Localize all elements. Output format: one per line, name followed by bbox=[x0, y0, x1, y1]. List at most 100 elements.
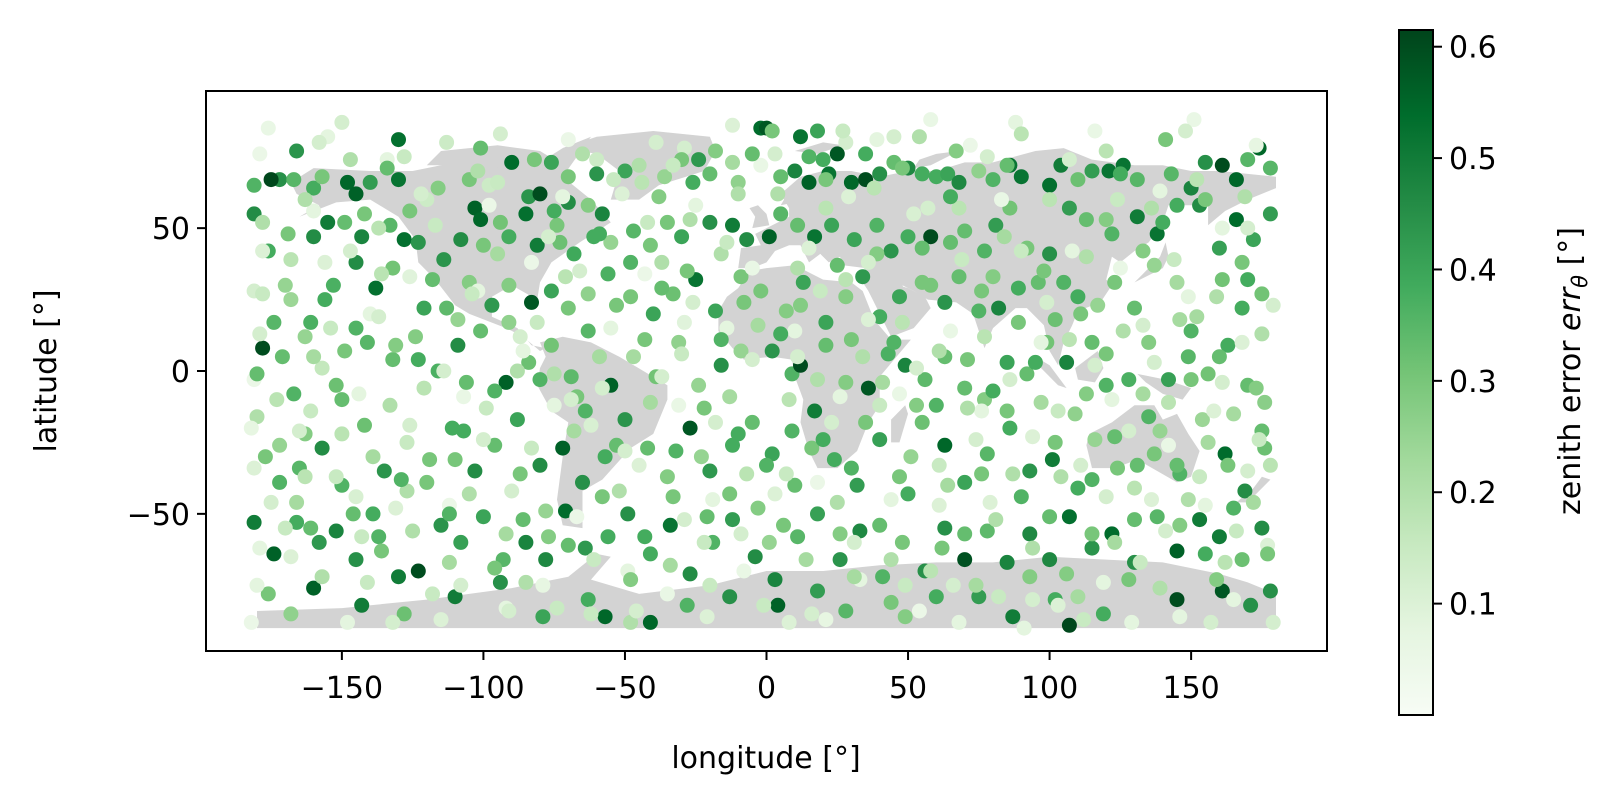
data-point bbox=[289, 514, 305, 530]
data-point bbox=[810, 123, 825, 139]
data-point bbox=[654, 280, 670, 296]
data-point bbox=[430, 180, 446, 196]
data-point bbox=[1008, 114, 1024, 130]
data-point bbox=[691, 152, 707, 168]
data-point bbox=[1265, 614, 1281, 630]
data-point bbox=[320, 214, 336, 230]
data-points-layer bbox=[243, 112, 1281, 636]
data-point bbox=[1042, 177, 1058, 193]
land-sumatra bbox=[1035, 356, 1067, 389]
data-point bbox=[1098, 489, 1114, 505]
data-point bbox=[960, 352, 975, 368]
data-point bbox=[518, 534, 534, 550]
data-point bbox=[914, 414, 930, 430]
data-point bbox=[371, 220, 387, 236]
data-point bbox=[1022, 463, 1038, 479]
x-axis: −150 −100 −50 0 50 100 150 bbox=[301, 651, 1220, 706]
data-point bbox=[855, 269, 871, 285]
data-point bbox=[810, 372, 825, 388]
data-point bbox=[1073, 457, 1089, 473]
data-point bbox=[456, 389, 472, 405]
data-point bbox=[999, 403, 1015, 419]
data-point bbox=[764, 446, 780, 462]
data-point bbox=[1127, 512, 1142, 528]
data-point bbox=[475, 432, 491, 448]
data-point bbox=[971, 163, 987, 179]
data-point bbox=[928, 589, 944, 605]
data-point bbox=[501, 229, 517, 245]
data-point bbox=[498, 374, 514, 390]
data-point bbox=[815, 152, 831, 168]
data-point bbox=[736, 563, 752, 579]
data-point bbox=[402, 203, 418, 219]
data-point bbox=[518, 574, 534, 590]
data-point bbox=[408, 329, 423, 345]
data-point bbox=[614, 186, 630, 202]
data-point bbox=[1161, 394, 1176, 410]
data-point bbox=[538, 552, 554, 568]
data-point bbox=[419, 474, 435, 490]
data-point bbox=[826, 452, 842, 468]
data-point bbox=[682, 212, 698, 228]
data-point bbox=[699, 509, 715, 525]
data-point bbox=[674, 346, 690, 362]
data-point bbox=[801, 240, 817, 256]
data-point bbox=[1211, 529, 1227, 545]
land-novaya-zemlya bbox=[913, 151, 959, 169]
data-point bbox=[897, 577, 913, 593]
data-point bbox=[1228, 212, 1244, 228]
data-point bbox=[252, 326, 268, 342]
data-point bbox=[818, 612, 834, 628]
data-point bbox=[354, 529, 370, 545]
data-point bbox=[1197, 154, 1213, 170]
data-point bbox=[1237, 189, 1253, 205]
data-point bbox=[249, 366, 265, 382]
data-point bbox=[991, 589, 1007, 605]
data-point bbox=[676, 140, 692, 156]
data-point bbox=[1135, 386, 1151, 402]
data-point bbox=[1042, 192, 1058, 208]
data-point bbox=[558, 503, 573, 519]
data-point bbox=[824, 217, 840, 233]
data-point bbox=[1234, 334, 1250, 350]
data-point bbox=[473, 212, 489, 228]
data-point bbox=[566, 246, 582, 262]
data-point bbox=[1240, 220, 1256, 236]
data-point bbox=[838, 134, 854, 150]
data-point bbox=[1087, 357, 1103, 373]
data-point bbox=[1214, 272, 1230, 288]
data-point bbox=[252, 146, 268, 162]
data-point bbox=[385, 614, 401, 630]
data-point bbox=[988, 512, 1004, 528]
data-point bbox=[1234, 254, 1250, 270]
data-point bbox=[682, 566, 698, 582]
data-point bbox=[1098, 212, 1114, 228]
data-point bbox=[478, 400, 494, 416]
data-point bbox=[515, 343, 531, 359]
data-point bbox=[334, 114, 350, 130]
data-point bbox=[524, 440, 539, 456]
x-tick-label: −150 bbox=[301, 671, 383, 706]
data-point bbox=[699, 609, 715, 625]
data-point bbox=[985, 269, 1001, 285]
data-point bbox=[1027, 354, 1043, 370]
data-point bbox=[909, 360, 924, 376]
x-tick-label: −50 bbox=[593, 671, 656, 706]
data-point bbox=[626, 223, 641, 239]
data-point bbox=[467, 200, 483, 216]
data-point bbox=[297, 329, 313, 345]
data-point bbox=[1042, 509, 1058, 525]
data-point bbox=[894, 534, 910, 550]
data-point bbox=[266, 314, 282, 330]
data-point bbox=[368, 280, 384, 296]
data-point bbox=[546, 397, 562, 413]
data-point bbox=[1211, 349, 1227, 365]
data-point bbox=[464, 286, 480, 302]
data-point bbox=[744, 260, 760, 276]
data-point bbox=[575, 146, 590, 162]
data-point bbox=[1107, 429, 1123, 445]
data-point bbox=[1214, 220, 1230, 236]
data-point bbox=[283, 292, 299, 308]
data-point bbox=[1042, 246, 1058, 262]
